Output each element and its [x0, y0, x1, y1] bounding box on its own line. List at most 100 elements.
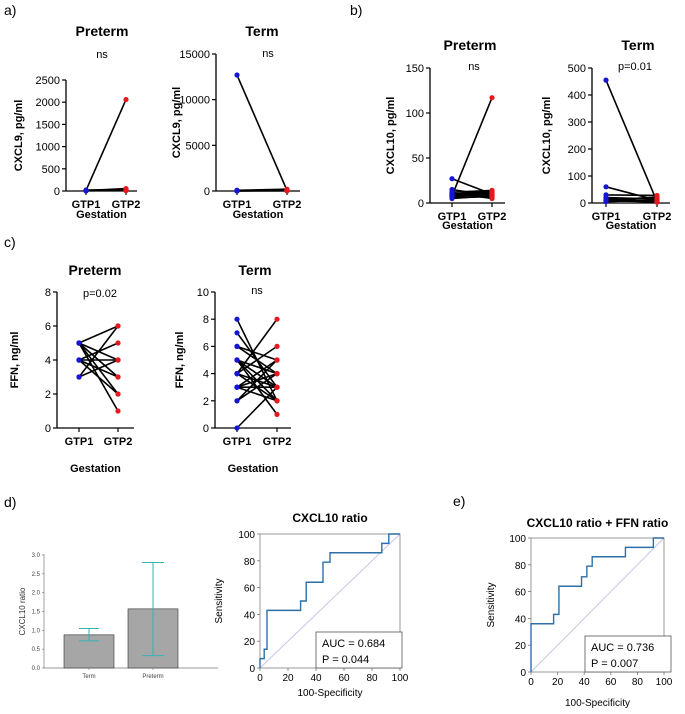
- y-tick-label: 150: [406, 63, 424, 75]
- x-axis-title: Gestation: [228, 463, 279, 475]
- x-axis-title: Gestation: [76, 209, 127, 221]
- y-tick-label: 6: [45, 321, 51, 333]
- x-category-label: GTP1: [438, 211, 467, 223]
- gtp2-point: [274, 357, 280, 363]
- gtp1-point: [234, 357, 240, 363]
- pair-line: [85, 99, 127, 191]
- y-axis-title: CXCL9, pg/ml: [171, 87, 183, 159]
- y-axis-title: Sensitivity: [486, 582, 497, 627]
- gtp1-point: [76, 357, 82, 363]
- pair-line: [78, 325, 119, 378]
- x-tick-label: 40: [579, 677, 591, 688]
- gtp1-point: [234, 384, 240, 390]
- y-tick-label: 0.5: [32, 647, 41, 653]
- y-tick-label: 4: [45, 355, 51, 367]
- gtp2-point: [274, 371, 280, 377]
- y-tick-label: 1.5: [32, 610, 41, 616]
- x-category-label: Term: [82, 674, 95, 680]
- reference-diagonal: [530, 537, 665, 673]
- gtp2-point: [115, 340, 121, 346]
- y-tick-label: 300: [568, 117, 586, 129]
- gtp2-point: [115, 357, 121, 363]
- x-category-label: GTP1: [223, 436, 252, 448]
- pair-line: [236, 345, 278, 361]
- gtp1-point: [234, 188, 240, 194]
- gtp1-point: [76, 374, 82, 380]
- plot-title: Preterm: [69, 262, 122, 278]
- y-tick-label: 2000: [36, 97, 60, 109]
- stats-box: [584, 635, 672, 673]
- auc-label: AUC = 0.684: [322, 638, 385, 650]
- y-tick-label: 5000: [186, 140, 210, 152]
- plot-title: Preterm: [444, 37, 497, 53]
- gtp2-point: [489, 193, 495, 199]
- y-tick-label: 4: [203, 369, 209, 381]
- x-category-label: GTP1: [223, 199, 252, 211]
- plot-title: Term: [621, 37, 654, 53]
- y-tick-label: 200: [568, 144, 586, 156]
- y-tick-label: 0: [520, 668, 526, 679]
- gtp1-point: [603, 197, 609, 203]
- plot-title: CXCL10 ratio + FFN ratio: [527, 516, 669, 530]
- y-tick-label: 2.0: [32, 591, 41, 597]
- pair-line: [605, 198, 658, 203]
- y-tick-label: 60: [515, 588, 527, 599]
- y-tick-label: 2: [45, 389, 51, 401]
- significance-annotation: ns: [251, 285, 263, 297]
- y-axis-title: CXCL10, pg/ml: [541, 97, 553, 175]
- x-tick-label: 20: [282, 673, 294, 684]
- y-tick-label: 100: [509, 534, 526, 545]
- gtp2-point: [115, 391, 121, 397]
- x-axis-title: Gestation: [606, 220, 657, 232]
- y-tick-label: 0: [45, 423, 51, 435]
- plot-d-bar: 0.0 0.5 1.0 1.5 2.0 2.5 3.0 CXCL10 ratio Term Pre…: [18, 553, 218, 680]
- x-tick-label: 40: [310, 673, 322, 684]
- pair-line: [236, 318, 278, 375]
- y-tick-label: 1000: [36, 142, 60, 154]
- x-category-label: GTP2: [478, 211, 507, 223]
- x-tick-label: 100: [656, 677, 673, 688]
- gtp2-point: [284, 188, 290, 194]
- y-tick-label: 1500: [36, 119, 60, 131]
- gtp1-point: [449, 176, 455, 182]
- y-tick-label: 40: [244, 610, 256, 621]
- p-value-label: P = 0.007: [591, 658, 638, 670]
- x-axis-title: Gestation: [442, 220, 493, 232]
- x-category-label: GTP2: [263, 436, 292, 448]
- y-tick-label: 2: [203, 396, 209, 408]
- plot-title: Term: [245, 23, 278, 39]
- y-tick-label: 100: [568, 171, 586, 183]
- roc-curve: [259, 533, 400, 668]
- panel-label-b: b): [350, 2, 362, 18]
- x-category-label: Preterm: [142, 674, 163, 680]
- auc-label: AUC = 0.736: [591, 642, 654, 654]
- y-tick-label: 400: [568, 90, 586, 102]
- plot-a_preterm: 0 500 1000 1500 2000 2500 GTP1 GTP2 Preterm ns Ges…: [13, 23, 140, 221]
- gtp1-point: [234, 72, 240, 78]
- x-axis-title: 100-Specificity: [297, 688, 362, 699]
- plot-c_term: 0 2 4 6 8 10 GTP1 GTP2 Term ns Gestation FFN, ng/ml: [174, 262, 291, 475]
- gtp2-point: [274, 398, 280, 404]
- gtp1-point: [234, 330, 240, 336]
- panel-label-c: c): [4, 234, 16, 250]
- x-tick-label: 60: [338, 673, 350, 684]
- x-axis-title: Gestation: [233, 209, 284, 221]
- y-axis-title: FFN, ng/ml: [174, 332, 186, 389]
- gtp2-point: [115, 323, 121, 329]
- panel-label-e: e): [453, 493, 465, 509]
- y-tick-label: 10000: [179, 95, 210, 107]
- x-category-label: GTP2: [104, 436, 133, 448]
- gtp2-point: [123, 96, 129, 103]
- x-category-label: GTP1: [72, 199, 101, 211]
- x-tick-label: 80: [366, 673, 378, 684]
- y-tick-label: 2500: [36, 75, 60, 87]
- gtp1-point: [234, 316, 240, 322]
- pair-line: [451, 195, 493, 200]
- y-tick-label: 6: [203, 341, 209, 353]
- y-tick-label: 8: [203, 314, 209, 326]
- pair-line: [605, 194, 658, 197]
- y-tick-label: 1.0: [32, 628, 41, 634]
- y-tick-label: 40: [515, 614, 527, 625]
- y-tick-label: 2.5: [32, 572, 41, 578]
